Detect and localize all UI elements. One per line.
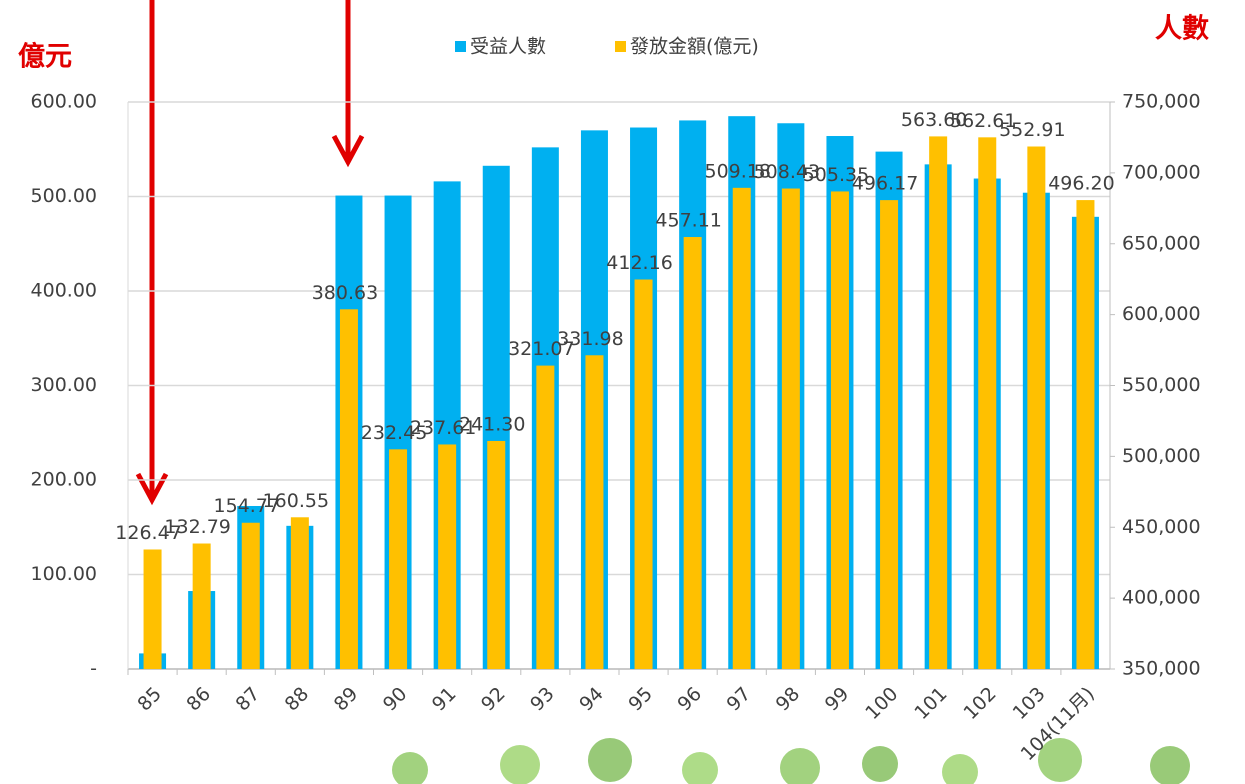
- x-tick-label: 85: [133, 683, 166, 716]
- x-tick-label: 89: [330, 683, 363, 716]
- x-tick-label: 103: [1009, 683, 1050, 724]
- bar: [1076, 200, 1095, 669]
- data-label: 132.79: [164, 516, 230, 538]
- y2-tick-label: 750,000: [1122, 91, 1201, 113]
- bar: [487, 440, 506, 669]
- data-label: 563.60: [901, 109, 967, 131]
- y-tick-label: 600.00: [31, 91, 97, 113]
- data-label: 237.61: [410, 417, 476, 439]
- y2-tick-label: 650,000: [1122, 232, 1201, 254]
- x-tick-label: 98: [772, 683, 805, 716]
- bar: [290, 517, 309, 669]
- bar: [683, 237, 702, 669]
- x-tick-label: 90: [379, 683, 412, 716]
- x-tick-label: 93: [526, 683, 559, 716]
- bar: [192, 543, 211, 669]
- bar: [978, 137, 997, 669]
- x-tick-label: 92: [477, 683, 510, 716]
- bar: [880, 200, 899, 669]
- legend-swatch: [455, 41, 466, 52]
- data-label: 562.61: [950, 110, 1016, 132]
- y2-tick-label: 450,000: [1122, 516, 1201, 538]
- bar: [438, 444, 457, 669]
- legend-swatch: [615, 41, 626, 52]
- x-tick-label: 99: [821, 683, 854, 716]
- data-label: 160.55: [263, 490, 329, 512]
- x-tick-label: 97: [723, 683, 756, 716]
- bar: [389, 449, 408, 669]
- bar: [781, 188, 800, 670]
- data-label: 154.77: [214, 495, 280, 517]
- y-tick-label: 100.00: [31, 563, 97, 585]
- legend-label: 發放金額(億元): [630, 36, 759, 58]
- x-tick-label: 88: [281, 683, 314, 716]
- y2-axis-label: 人數: [1155, 14, 1209, 45]
- x-tick-label: 100: [861, 683, 902, 724]
- clover-decoration: [392, 738, 1190, 784]
- data-label: 552.91: [999, 119, 1065, 141]
- bar: [339, 309, 358, 669]
- x-tick-label: 91: [428, 683, 461, 716]
- y-tick-label: 400.00: [31, 280, 97, 302]
- data-label: 241.30: [459, 413, 525, 435]
- bar: [732, 187, 751, 670]
- bar: [1027, 146, 1046, 669]
- x-tick-label: 95: [624, 683, 657, 716]
- y-axis-label: 億元: [18, 42, 72, 73]
- data-label: 457.11: [655, 210, 721, 232]
- x-tick-label: 86: [182, 683, 215, 716]
- data-label: 412.16: [606, 252, 672, 274]
- data-label: 321.07: [508, 338, 574, 360]
- x-tick-label: 96: [673, 683, 706, 716]
- bar: [585, 355, 604, 669]
- data-label: 508.43: [754, 161, 820, 183]
- bar: [634, 279, 653, 669]
- x-tick-label: 94: [575, 683, 608, 716]
- data-label: 126.47: [115, 522, 181, 544]
- arrows: [135, 0, 365, 506]
- y-tick-label: -: [90, 658, 97, 680]
- y2-tick-label: 350,000: [1122, 658, 1201, 680]
- data-label: 496.17: [852, 173, 918, 195]
- data-label: 331.98: [557, 328, 623, 350]
- data-label: 496.20: [1048, 173, 1114, 195]
- legend: 受益人數 發放金額(億元): [455, 36, 759, 58]
- x-tick-label: 102: [959, 683, 1000, 724]
- y-tick-label: 200.00: [31, 469, 97, 491]
- y2-tick-label: 600,000: [1122, 303, 1201, 325]
- y2-tick-label: 500,000: [1122, 445, 1201, 467]
- data-label: 380.63: [312, 282, 378, 304]
- y-tick-label: 300.00: [31, 374, 97, 396]
- data-label: 505.35: [803, 164, 869, 186]
- bar: [830, 191, 849, 669]
- y2-tick-label: 700,000: [1122, 161, 1201, 183]
- data-label: 232.45: [361, 422, 427, 444]
- bar: [536, 365, 555, 669]
- bar: [143, 549, 162, 669]
- x-tick-label: 101: [910, 683, 951, 724]
- x-tick-label: 87: [232, 683, 265, 716]
- y2-tick-label: 400,000: [1122, 587, 1201, 609]
- bar: [929, 136, 948, 669]
- data-label: 509.18: [705, 160, 771, 182]
- legend-label: 受益人數: [470, 36, 546, 58]
- bar: [241, 522, 260, 669]
- y2-tick-label: 550,000: [1122, 374, 1201, 396]
- y-tick-label: 500.00: [31, 185, 97, 207]
